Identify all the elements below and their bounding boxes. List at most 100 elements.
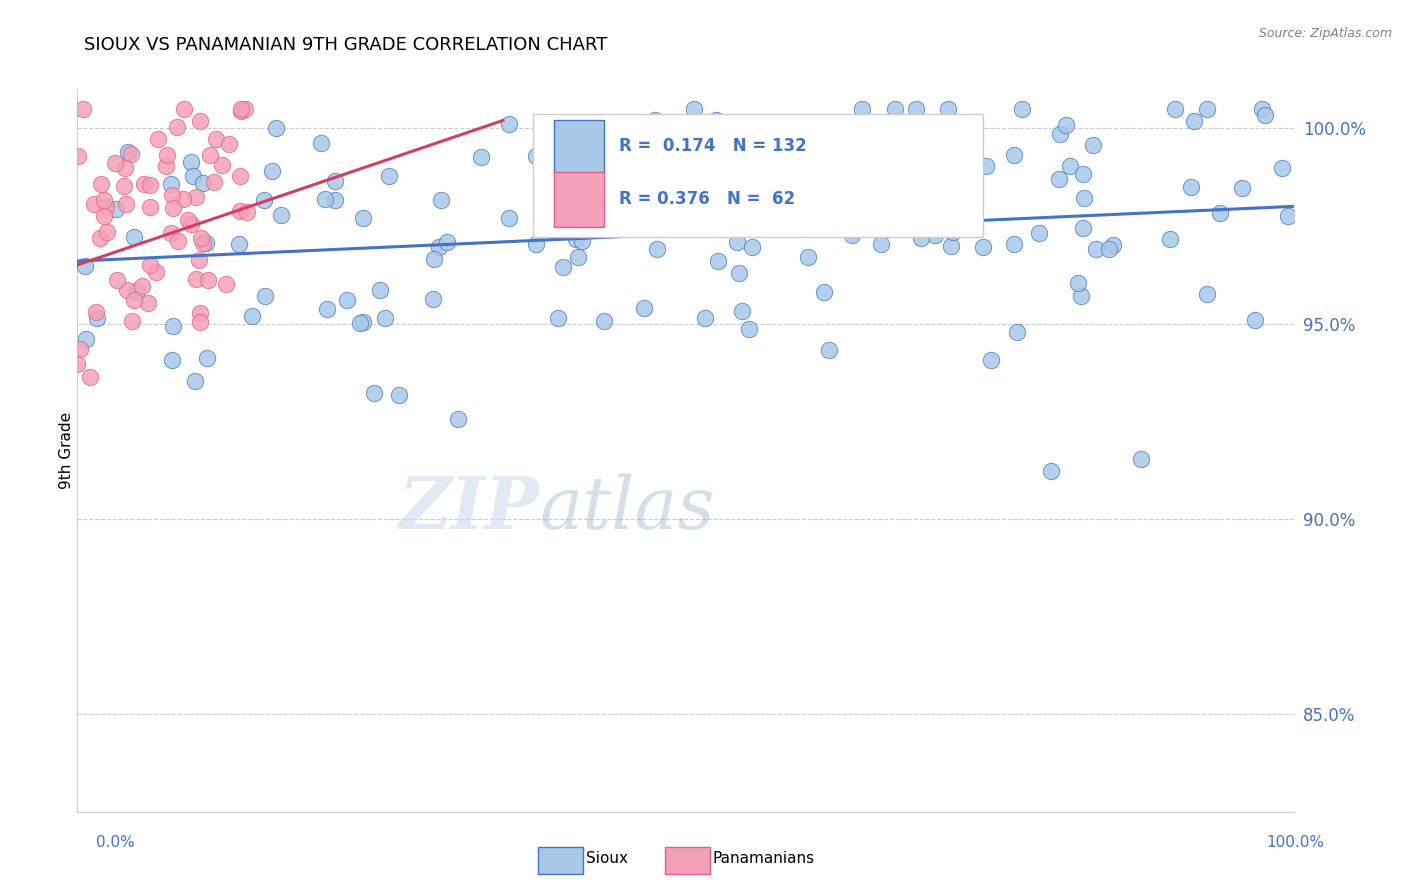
Point	[644, 113, 666, 128]
Point	[1101, 238, 1123, 252]
Point	[84, 305, 107, 319]
Point	[595, 213, 617, 227]
Text: 0.0%: 0.0%	[96, 836, 135, 850]
Point	[66, 357, 89, 371]
Point	[104, 202, 127, 216]
Point	[93, 193, 115, 207]
Point	[870, 236, 893, 251]
Point	[353, 314, 375, 328]
Point	[349, 316, 371, 330]
Point	[592, 314, 614, 328]
Point	[188, 315, 211, 329]
Point	[1208, 205, 1230, 219]
Point	[260, 164, 283, 178]
Point	[75, 259, 97, 273]
Point	[138, 258, 160, 272]
Point	[1084, 243, 1107, 257]
Point	[125, 284, 148, 298]
Point	[270, 208, 292, 222]
Point	[96, 225, 118, 239]
Point	[363, 386, 385, 401]
Point	[166, 120, 188, 134]
Point	[446, 411, 468, 425]
Point	[122, 293, 145, 308]
Point	[254, 289, 277, 303]
Point	[845, 223, 868, 237]
Point	[316, 302, 339, 317]
Point	[1073, 191, 1095, 205]
Point	[186, 272, 208, 286]
Point	[215, 277, 238, 292]
Point	[236, 204, 259, 219]
Point	[547, 310, 569, 325]
Text: Source: ZipAtlas.com: Source: ZipAtlas.com	[1258, 27, 1392, 40]
Point	[645, 242, 668, 256]
Point	[638, 218, 661, 232]
Point	[188, 306, 211, 320]
Point	[633, 301, 655, 316]
Point	[1182, 113, 1205, 128]
Point	[190, 231, 212, 245]
Point	[191, 235, 214, 250]
Point	[571, 234, 593, 248]
Point	[114, 179, 136, 194]
Point	[797, 250, 820, 264]
Point	[1277, 209, 1299, 223]
Point	[1250, 102, 1272, 116]
Point	[79, 369, 101, 384]
Point	[69, 342, 91, 356]
Point	[173, 102, 195, 116]
Point	[89, 231, 111, 245]
Point	[666, 163, 689, 178]
Point	[553, 260, 575, 274]
Point	[910, 231, 932, 245]
Point	[72, 102, 94, 116]
Point	[704, 132, 727, 146]
Point	[131, 278, 153, 293]
Point	[155, 159, 177, 173]
Point	[188, 252, 211, 267]
Point	[264, 121, 287, 136]
Point	[904, 102, 927, 116]
Point	[524, 236, 547, 251]
Point	[1130, 452, 1153, 467]
Point	[1049, 128, 1071, 142]
Point	[159, 227, 181, 241]
Point	[218, 137, 240, 152]
Point	[814, 196, 837, 211]
Point	[121, 314, 143, 328]
Point	[132, 177, 155, 191]
Point	[352, 211, 374, 225]
Point	[1002, 147, 1025, 161]
Point	[115, 283, 138, 297]
Point	[378, 169, 401, 183]
Point	[90, 177, 112, 191]
Point	[436, 235, 458, 249]
Y-axis label: 9th Grade: 9th Grade	[59, 412, 73, 489]
Point	[846, 163, 869, 178]
Point	[156, 148, 179, 162]
Point	[498, 211, 520, 226]
Text: R =  0.174   N = 132: R = 0.174 N = 132	[619, 136, 806, 154]
Point	[1005, 325, 1028, 339]
Point	[659, 149, 682, 163]
Point	[242, 309, 264, 323]
Point	[229, 169, 252, 183]
Point	[1059, 159, 1081, 173]
Point	[695, 160, 717, 174]
FancyBboxPatch shape	[554, 172, 605, 227]
Point	[93, 210, 115, 224]
Point	[1180, 179, 1202, 194]
Point	[115, 196, 138, 211]
Point	[851, 102, 873, 116]
Point	[738, 322, 761, 336]
Point	[524, 149, 547, 163]
Point	[817, 343, 839, 358]
Point	[695, 311, 717, 326]
Point	[946, 161, 969, 175]
Text: 100.0%: 100.0%	[1267, 836, 1324, 850]
Point	[180, 218, 202, 232]
Point	[1071, 167, 1094, 181]
Point	[470, 150, 492, 164]
Point	[921, 145, 943, 159]
